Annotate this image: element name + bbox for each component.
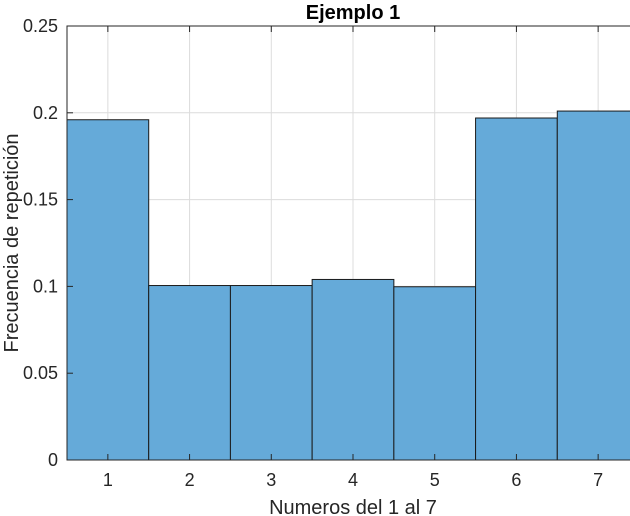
x-tick-label: 3 <box>266 470 276 490</box>
bar-1 <box>66 119 150 461</box>
bar-4 <box>311 278 395 461</box>
bar-3 <box>229 285 313 461</box>
y-tick-label: 0 <box>48 450 58 470</box>
x-tick-label: 6 <box>511 470 521 490</box>
x-axis-ticks: 1 2 3 4 5 6 7 <box>103 26 603 490</box>
y-tick-label: 0.1 <box>33 276 58 296</box>
bar-5 <box>393 286 477 461</box>
y-axis-label: Frecuencia de repetición <box>1 133 23 352</box>
x-tick-label: 2 <box>185 470 195 490</box>
y-axis-ticks: 0 0.05 0.1 0.15 0.2 0.25 <box>23 16 73 470</box>
chart-title: Ejemplo 1 <box>306 2 400 24</box>
x-tick-label: 4 <box>348 470 358 490</box>
bar-6 <box>475 117 558 461</box>
x-tick-label: 5 <box>430 470 440 490</box>
bar-2 <box>148 285 231 461</box>
y-tick-label: 0.05 <box>23 363 58 383</box>
x-tick-label: 1 <box>103 470 113 490</box>
y-tick-label: 0.25 <box>23 16 58 36</box>
x-axis-label: Numeros del 1 al 7 <box>269 497 437 516</box>
y-tick-label: 0.2 <box>33 103 58 123</box>
y-tick-label: 0.15 <box>23 190 58 210</box>
bar-7 <box>556 110 630 461</box>
bars-group <box>66 110 630 461</box>
x-tick-label: 7 <box>593 470 603 490</box>
